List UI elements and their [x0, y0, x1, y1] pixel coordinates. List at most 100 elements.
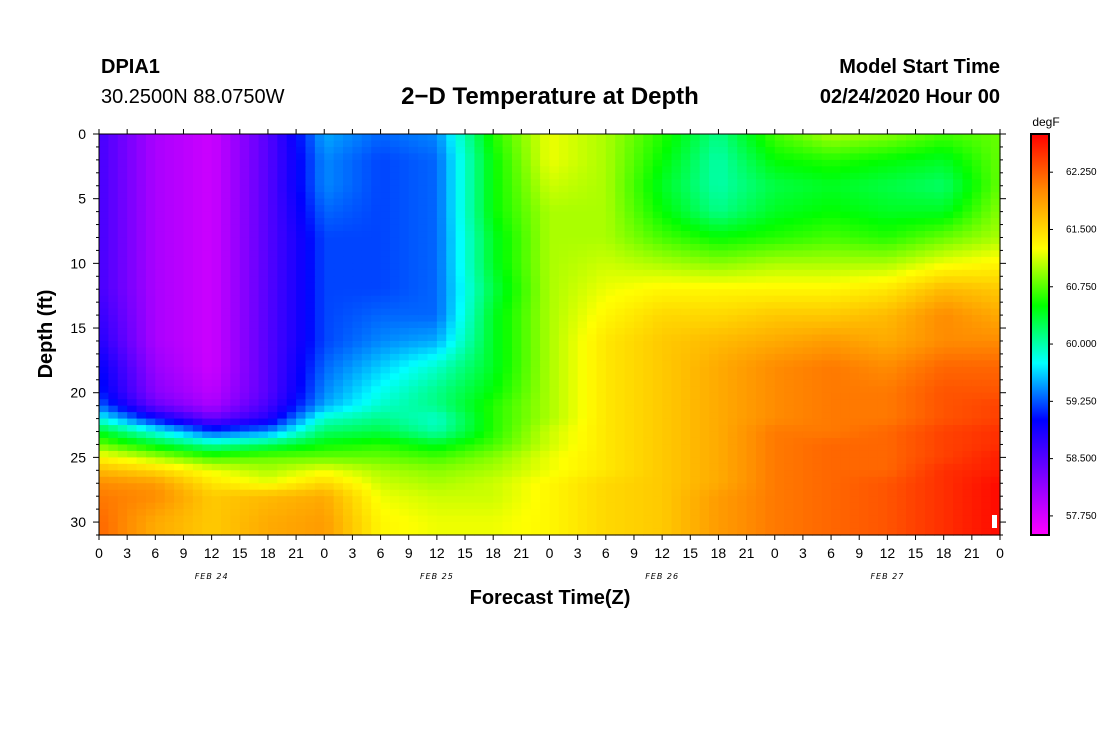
heatmap-cell — [596, 256, 607, 264]
heatmap-cell — [990, 353, 1001, 361]
heatmap-cell — [812, 302, 823, 310]
heatmap-cell — [624, 159, 635, 167]
heatmap-cell — [802, 231, 813, 239]
heatmap-cell — [709, 295, 720, 303]
heatmap-cell — [305, 347, 316, 355]
heatmap-cell — [465, 198, 476, 206]
heatmap-cell — [774, 302, 785, 310]
heatmap-cell — [408, 179, 419, 187]
heatmap-cell — [314, 328, 325, 336]
heatmap-cell — [624, 412, 635, 420]
heatmap-cell — [183, 218, 194, 226]
heatmap-cell — [145, 347, 156, 355]
heatmap-cell — [99, 134, 109, 142]
heatmap-cell — [981, 218, 992, 226]
heatmap-cell — [709, 425, 720, 433]
heatmap-cell — [774, 366, 785, 374]
heatmap-cell — [953, 308, 964, 316]
heatmap-cell — [502, 373, 513, 381]
heatmap-cell — [211, 418, 222, 426]
heatmap-cell — [868, 386, 879, 394]
heatmap-cell — [258, 198, 269, 206]
heatmap-cell — [962, 224, 973, 232]
heatmap-cell — [399, 399, 410, 407]
heatmap-cell — [868, 159, 879, 167]
heatmap-cell — [755, 134, 766, 142]
heatmap-cell — [868, 444, 879, 452]
heatmap-cell — [446, 392, 457, 400]
heatmap-cell — [474, 263, 485, 271]
heatmap-cell — [990, 289, 1001, 297]
heatmap-cell — [812, 256, 823, 264]
heatmap-cell — [784, 295, 795, 303]
heatmap-cell — [267, 256, 278, 264]
heatmap-cell — [427, 256, 438, 264]
heatmap-cell — [343, 463, 354, 471]
heatmap-cell — [652, 321, 663, 329]
heatmap-cell — [605, 405, 616, 413]
heatmap-cell — [755, 328, 766, 336]
heatmap-cell — [624, 218, 635, 226]
heatmap-cell — [465, 237, 476, 245]
heatmap-cell — [821, 373, 832, 381]
heatmap-cell — [436, 256, 447, 264]
heatmap-cell — [643, 321, 654, 329]
heatmap-cell — [699, 360, 710, 368]
heatmap-cell — [605, 328, 616, 336]
heatmap-cell — [924, 457, 935, 465]
heatmap-cell — [324, 243, 335, 252]
heatmap-cell — [755, 373, 766, 381]
heatmap-cell — [755, 243, 766, 252]
heatmap-cell — [971, 295, 982, 303]
heatmap-cell — [887, 269, 898, 277]
heatmap-cell — [192, 425, 203, 433]
heatmap-cell — [117, 134, 128, 142]
heatmap-cell — [596, 224, 607, 232]
heatmap-cell — [831, 431, 842, 439]
heatmap-cell — [389, 237, 400, 245]
heatmap-cell — [127, 295, 138, 303]
heatmap-cell — [633, 379, 644, 387]
heatmap-cell — [145, 392, 156, 400]
heatmap-cell — [821, 243, 832, 252]
heatmap-cell — [953, 340, 964, 349]
heatmap-cell — [924, 412, 935, 420]
heatmap-cell — [183, 263, 194, 271]
heatmap-cell — [709, 340, 720, 349]
heatmap-cell — [746, 340, 757, 349]
heatmap-cell — [136, 205, 147, 213]
heatmap-cell — [455, 198, 466, 206]
heatmap-cell — [690, 237, 701, 245]
heatmap-cell — [812, 192, 823, 200]
heatmap-cell — [493, 334, 504, 342]
heatmap-cell — [455, 192, 466, 200]
heatmap-cell — [521, 276, 532, 284]
heatmap-cell — [221, 315, 231, 323]
heatmap-cell — [277, 224, 288, 232]
heatmap-cell — [887, 205, 898, 213]
heatmap-cell — [990, 379, 1001, 387]
heatmap-cell — [296, 134, 307, 142]
heatmap-cell — [746, 379, 757, 387]
heatmap-cell — [183, 192, 194, 200]
heatmap-cell — [371, 412, 382, 420]
heatmap-cell — [202, 269, 213, 277]
heatmap-cell — [436, 159, 447, 167]
heatmap-cell — [183, 334, 194, 342]
heatmap-cell — [202, 308, 213, 316]
heatmap-cell — [990, 373, 1001, 381]
heatmap-cell — [230, 340, 241, 349]
heatmap-cell — [540, 140, 551, 148]
heatmap-cell — [840, 295, 851, 303]
heatmap-cell — [399, 412, 410, 420]
heatmap-cell — [859, 405, 870, 413]
heatmap-cell — [408, 450, 419, 458]
heatmap-cell — [145, 360, 156, 368]
heatmap-cell — [652, 185, 663, 193]
heatmap-cell — [793, 392, 804, 400]
heatmap-cell — [474, 457, 485, 465]
heatmap-cell — [314, 237, 325, 245]
heatmap-cell — [981, 353, 992, 361]
heatmap-cell — [577, 425, 588, 433]
heatmap-cell — [230, 205, 241, 213]
